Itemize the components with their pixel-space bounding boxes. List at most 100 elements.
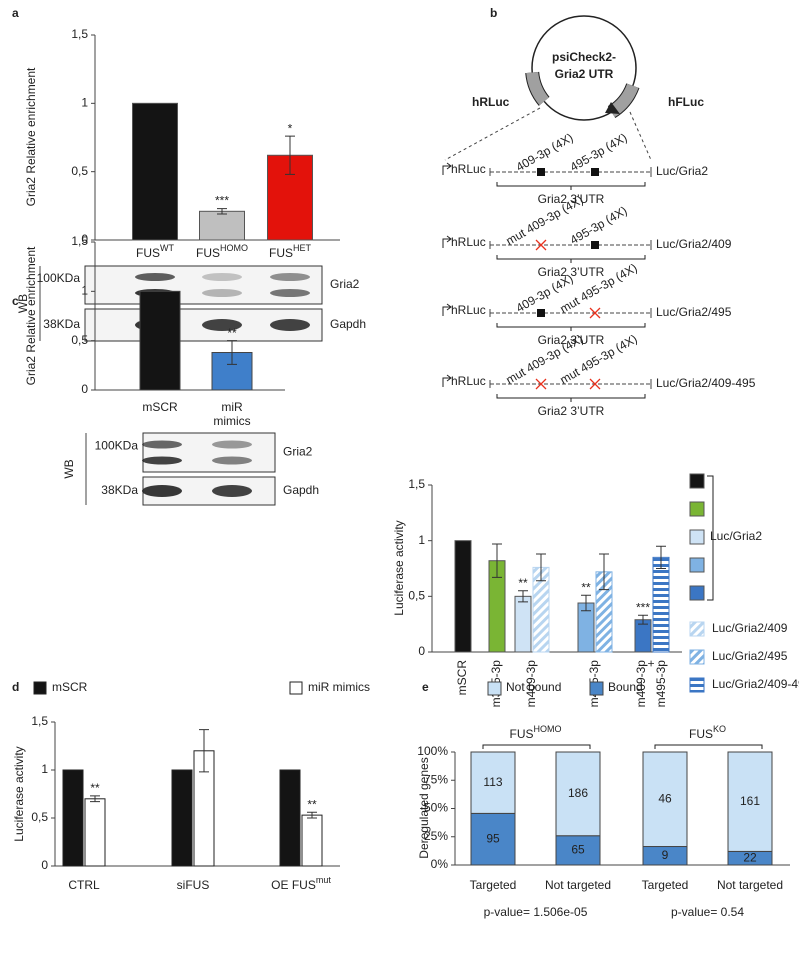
blot-frame (84, 265, 323, 305)
error-bar (285, 135, 295, 175)
x-tick-label: Not targeted (545, 878, 611, 892)
region-label: Gria2 3’UTR (538, 404, 605, 418)
construct-name: Luc/Gria2/409-495 (656, 376, 756, 390)
y-tick-label: 1,5 (31, 714, 48, 728)
x-tick-label: m409-3p (524, 660, 538, 708)
site-mutated (535, 239, 547, 251)
promoter-arrow (442, 235, 452, 248)
error-bar (227, 340, 237, 365)
panel-label: a (12, 6, 19, 20)
bar (211, 352, 253, 391)
blot-size: 100KDa (95, 439, 139, 453)
legend-swatch (487, 681, 502, 696)
gene-label: hFLuc (668, 95, 704, 109)
count-label: 46 (658, 791, 672, 805)
x-tick-label-text: FUS (269, 246, 293, 260)
y-tick-label: 75% (424, 772, 448, 786)
bar (454, 540, 472, 653)
significance: *** (636, 600, 650, 614)
legend-swatch (689, 529, 705, 545)
legend-swatch (689, 473, 705, 489)
significance: *** (215, 194, 229, 208)
x-tick-label: Targeted (642, 878, 689, 892)
error-bar (217, 208, 227, 215)
significance: * (288, 121, 293, 135)
y-axis-label: Luciferase activity (392, 520, 406, 615)
x-tick-label-text: OE FUS (271, 878, 316, 892)
panel-label: c (12, 294, 19, 308)
panel-label: b (490, 6, 497, 20)
error-bar (581, 594, 591, 612)
blot-band (202, 319, 242, 331)
legend-swatch (689, 501, 705, 517)
group-label-sup: HOMO (534, 724, 562, 734)
count-label: 161 (740, 794, 760, 808)
site-mutated (535, 378, 547, 390)
group-label-text: FUS (689, 727, 713, 741)
x-tick-label: + (644, 660, 658, 667)
legend-label: Not bound (506, 680, 561, 694)
x-tick-label: m409-3p (634, 660, 648, 708)
promoter-arrow (442, 162, 452, 175)
group-line (654, 744, 763, 749)
y-tick-label: 0 (81, 382, 88, 396)
plasmid-name: psiCheck2- (552, 50, 616, 64)
y-tick-label: 0,5 (71, 333, 88, 347)
zoom-line (629, 111, 652, 161)
blot-band (270, 289, 310, 297)
x-tick-label-sup: HOMO (220, 243, 248, 253)
region-bracket (496, 394, 646, 402)
x-tick-label: mSCR (455, 660, 469, 696)
blot-band (142, 456, 182, 465)
y-axis-label: Luciferase activity (12, 746, 26, 841)
x-tick-label: miR (221, 400, 243, 414)
y-tick-label: 1,5 (408, 477, 425, 491)
legend-swatch (689, 677, 705, 693)
y-tick-label: 0 (81, 232, 88, 246)
error-bar (518, 590, 528, 603)
bar (199, 210, 245, 241)
y-tick-label: 0,5 (71, 164, 88, 178)
y-axis-label: Gria2 Relative enrichment (24, 246, 38, 385)
x-tick-label: Not targeted (717, 878, 783, 892)
y-tick-label: 1 (41, 762, 48, 776)
blot-band (142, 485, 182, 497)
x-tick-label: Targeted (470, 878, 517, 892)
legend-label: miR mimics (308, 680, 370, 694)
group-label: FUSHOMO (510, 724, 562, 741)
y-tick-label: 50% (424, 801, 448, 815)
blot-side-label: WB (62, 459, 76, 478)
region-label: Gria2 3’UTR (538, 333, 605, 347)
bar (132, 102, 178, 241)
construct-name: Luc/Gria2 (656, 164, 708, 178)
bar (279, 769, 301, 867)
panel-label: d (12, 680, 19, 694)
promoter-label: hRLuc (451, 303, 486, 317)
count-label: 95 (486, 831, 500, 845)
y-tick-label: 1,5 (71, 27, 88, 41)
legend-label: Luc/Gria2/409 (712, 621, 788, 635)
site-label: 409-3p (4X) (514, 130, 576, 174)
y-tick-label: 25% (424, 829, 448, 843)
legend-swatch (689, 585, 705, 601)
site (591, 241, 599, 249)
bar (139, 290, 181, 391)
significance: ** (307, 797, 317, 811)
blot-band (212, 440, 252, 449)
region-bracket (496, 323, 646, 331)
x-tick-label-text: FUS (196, 246, 220, 260)
y-tick-label: 0,5 (31, 810, 48, 824)
x-tick-label: FUSWT (136, 243, 174, 260)
legend-swatch (589, 681, 604, 696)
y-tick-label: 1 (81, 284, 88, 298)
x-tick-label-sup: HET (293, 243, 312, 253)
significance: ** (227, 326, 237, 340)
group-label-text: FUS (510, 727, 534, 741)
site-label: 495-3p (4X) (568, 203, 630, 247)
group-label-sup: KO (713, 724, 726, 734)
significance: ** (90, 781, 100, 795)
region-bracket (496, 255, 646, 263)
group-line (482, 744, 591, 749)
y-tick-label: 0 (41, 858, 48, 872)
